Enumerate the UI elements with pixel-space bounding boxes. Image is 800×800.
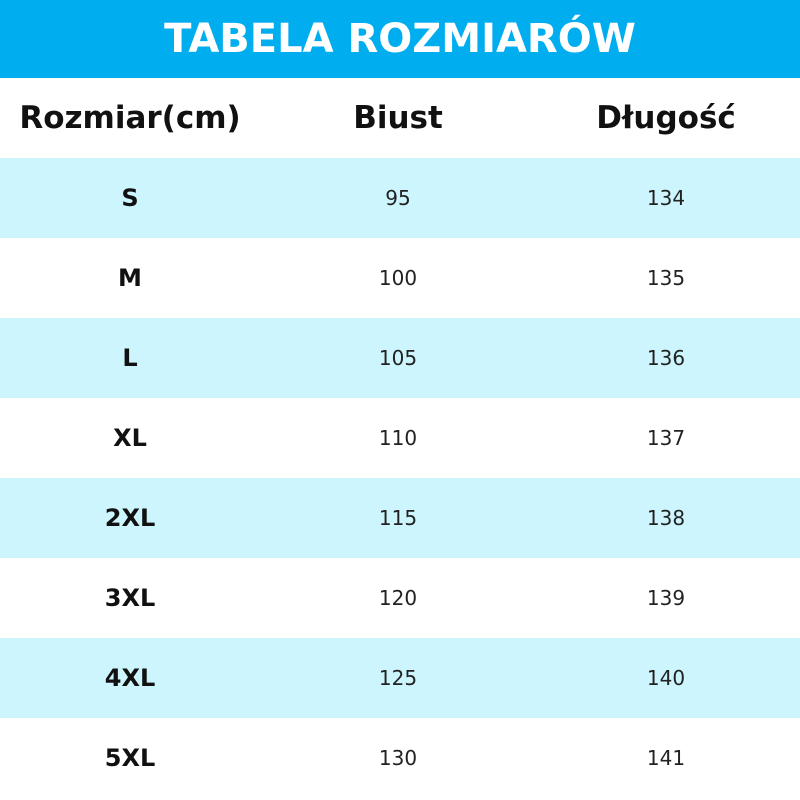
table-row: S 95 134 [0, 158, 800, 238]
table-row: M 100 135 [0, 238, 800, 318]
bust-cell: 110 [378, 426, 418, 450]
length-cell: 139 [646, 586, 686, 610]
size-cell: 4XL [104, 664, 156, 692]
size-cell: S [121, 184, 139, 212]
bust-cell: 130 [378, 746, 418, 770]
bust-cell: 115 [378, 506, 418, 530]
length-cell: 135 [646, 266, 686, 290]
size-cell: 3XL [104, 584, 156, 612]
bust-cell: 105 [378, 346, 418, 370]
table-row: XL 110 137 [0, 398, 800, 478]
bust-cell: 120 [378, 586, 418, 610]
length-cell: 136 [646, 346, 686, 370]
size-cell: 2XL [104, 504, 156, 532]
length-cell: 140 [646, 666, 686, 690]
page-title: TABELA ROZMIARÓW [164, 16, 636, 62]
bust-cell: 95 [385, 186, 411, 210]
table-header: Rozmiar(cm) Biust Długość [0, 78, 800, 158]
column-header-bust: Biust [353, 100, 443, 136]
column-header-size: Rozmiar(cm) [19, 100, 241, 136]
bust-cell: 100 [378, 266, 418, 290]
length-cell: 134 [646, 186, 686, 210]
size-cell: XL [113, 424, 147, 452]
length-cell: 141 [646, 746, 686, 770]
length-cell: 138 [646, 506, 686, 530]
bust-cell: 125 [378, 666, 418, 690]
length-cell: 137 [646, 426, 686, 450]
table-row: 2XL 115 138 [0, 478, 800, 558]
table-row: 4XL 125 140 [0, 638, 800, 718]
size-cell: L [122, 344, 138, 372]
size-cell: 5XL [104, 744, 156, 772]
table-row: L 105 136 [0, 318, 800, 398]
title-banner: TABELA ROZMIARÓW [0, 0, 800, 78]
size-cell: M [118, 264, 142, 292]
table-row: 5XL 130 141 [0, 718, 800, 798]
column-header-length: Długość [596, 100, 736, 136]
table-row: 3XL 120 139 [0, 558, 800, 638]
